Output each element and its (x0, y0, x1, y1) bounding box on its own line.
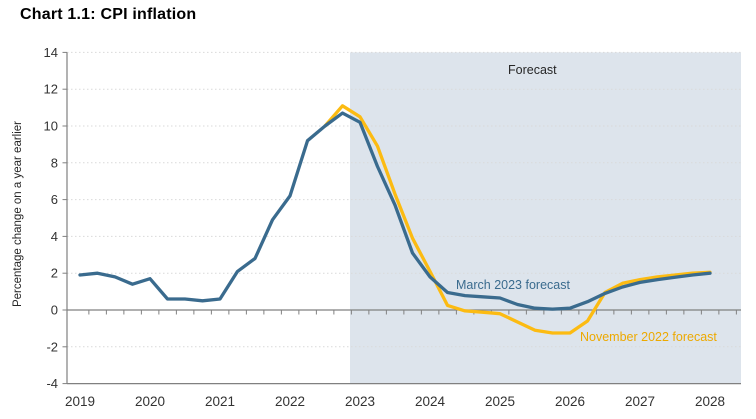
y-axis-tick-label: 10 (44, 119, 58, 134)
y-axis-title: Percentage change on a year earlier (12, 120, 24, 308)
y-axis-tick-label: -4 (46, 376, 58, 391)
y-axis-tick-label: -2 (46, 339, 58, 354)
y-axis-tick-label: 4 (51, 229, 58, 244)
y-axis-tick-label: 6 (51, 192, 58, 207)
chart-title: Chart 1.1: CPI inflation (20, 6, 197, 23)
x-axis-year-label: 2022 (275, 394, 305, 409)
y-axis-tick-label: 14 (44, 45, 58, 60)
y-axis-tick-label: 12 (44, 82, 58, 97)
x-axis-year-label: 2027 (625, 394, 655, 409)
forecast-shaded-region (350, 52, 741, 384)
x-axis-year-label: 2020 (135, 394, 165, 409)
x-axis-year-label: 2028 (695, 394, 725, 409)
series-label-november-2022: November 2022 forecast (580, 330, 717, 344)
y-axis-tick-label: 0 (51, 303, 58, 318)
x-axis-year-label: 2026 (555, 394, 585, 409)
series-line-march-2023-forecast (78, 111, 712, 311)
x-axis-year-label: 2025 (485, 394, 515, 409)
forecast-region-label: Forecast (508, 63, 557, 77)
y-axis-tick-label: 8 (51, 155, 58, 170)
x-axis-year-label: 2021 (205, 394, 235, 409)
x-axis-year-label: 2019 (65, 394, 95, 409)
x-axis-year-label: 2023 (345, 394, 375, 409)
x-axis-year-label: 2024 (415, 394, 446, 409)
series-label-march-2023: March 2023 forecast (456, 278, 570, 292)
y-axis-tick-label: 2 (51, 266, 58, 281)
series-line-november-2022-forecast (323, 104, 712, 335)
